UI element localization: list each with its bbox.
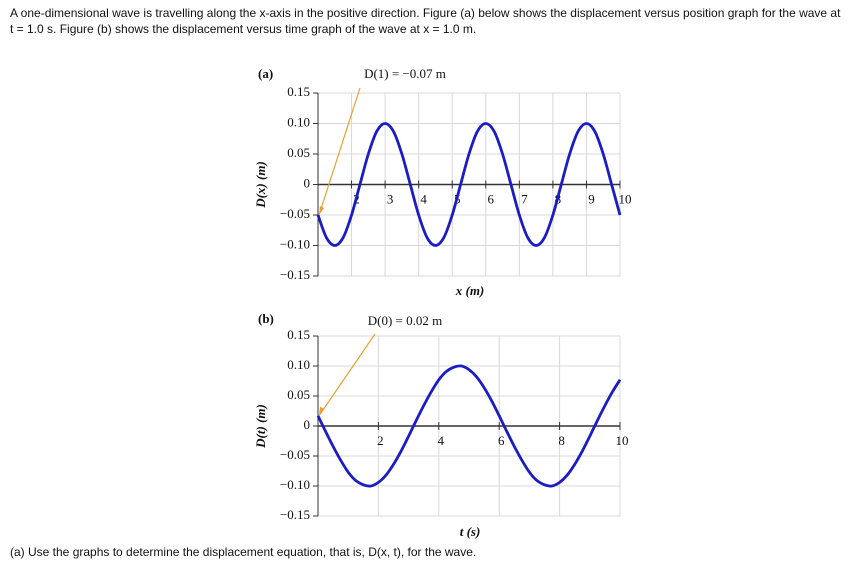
x-tick-label: 9 — [588, 191, 595, 206]
x-tick-label: 8 — [558, 433, 565, 448]
y-axis-label: D(x) (m) — [253, 161, 268, 209]
y-tick-label: −0.15 — [280, 267, 310, 282]
y-tick-label: −0.10 — [280, 477, 310, 492]
arrow-head — [319, 406, 324, 416]
annotation-arrow — [318, 87, 361, 216]
y-tick-label: 0.10 — [287, 114, 310, 129]
y-tick-label: −0.10 — [280, 236, 310, 251]
x-tick-label: 7 — [521, 191, 528, 206]
x-axis-label: t (s) — [460, 524, 481, 539]
y-tick-label: 0 — [304, 417, 311, 432]
y-tick-label: −0.05 — [280, 447, 310, 462]
x-tick-label: 4 — [420, 191, 427, 206]
annotation: D(0) = 0.02 m — [368, 313, 443, 328]
y-axis-label: D(t) (m) — [253, 404, 268, 449]
x-axis-label: x (m) — [455, 283, 485, 298]
question-line: t = 1.0 s. Figure (b) shows the displace… — [10, 22, 476, 36]
panel-label: (a) — [258, 66, 273, 81]
y-tick-label: 0.05 — [287, 387, 310, 402]
annotation: D(1) = −0.07 m — [364, 66, 446, 81]
y-tick-label: 0.10 — [287, 357, 310, 372]
panel-label: (b) — [258, 311, 274, 326]
y-tick-label: 0.05 — [287, 145, 310, 160]
wave-curve — [316, 122, 622, 247]
wave-curve — [316, 364, 622, 488]
y-tick-label: 0.15 — [287, 84, 310, 99]
prompt: (a) Use the graphs to determine the disp… — [10, 545, 476, 559]
y-tick-label: −0.15 — [280, 507, 310, 522]
y-tick-label: 0.15 — [287, 327, 310, 342]
x-tick-label: 4 — [438, 433, 445, 448]
x-tick-label: 2 — [377, 433, 384, 448]
x-tick-label: 10 — [616, 433, 629, 448]
x-tick-label: 6 — [498, 433, 505, 448]
x-tick-label: 3 — [387, 191, 394, 206]
y-tick-label: 0 — [304, 175, 311, 190]
y-tick-label: −0.05 — [280, 206, 310, 221]
x-tick-label: 10 — [619, 191, 632, 206]
annotation-arrow — [318, 333, 376, 417]
x-tick-label: 6 — [488, 191, 495, 206]
question-line: A one-dimensional wave is travelling alo… — [10, 6, 841, 20]
arrow-head — [319, 206, 324, 215]
